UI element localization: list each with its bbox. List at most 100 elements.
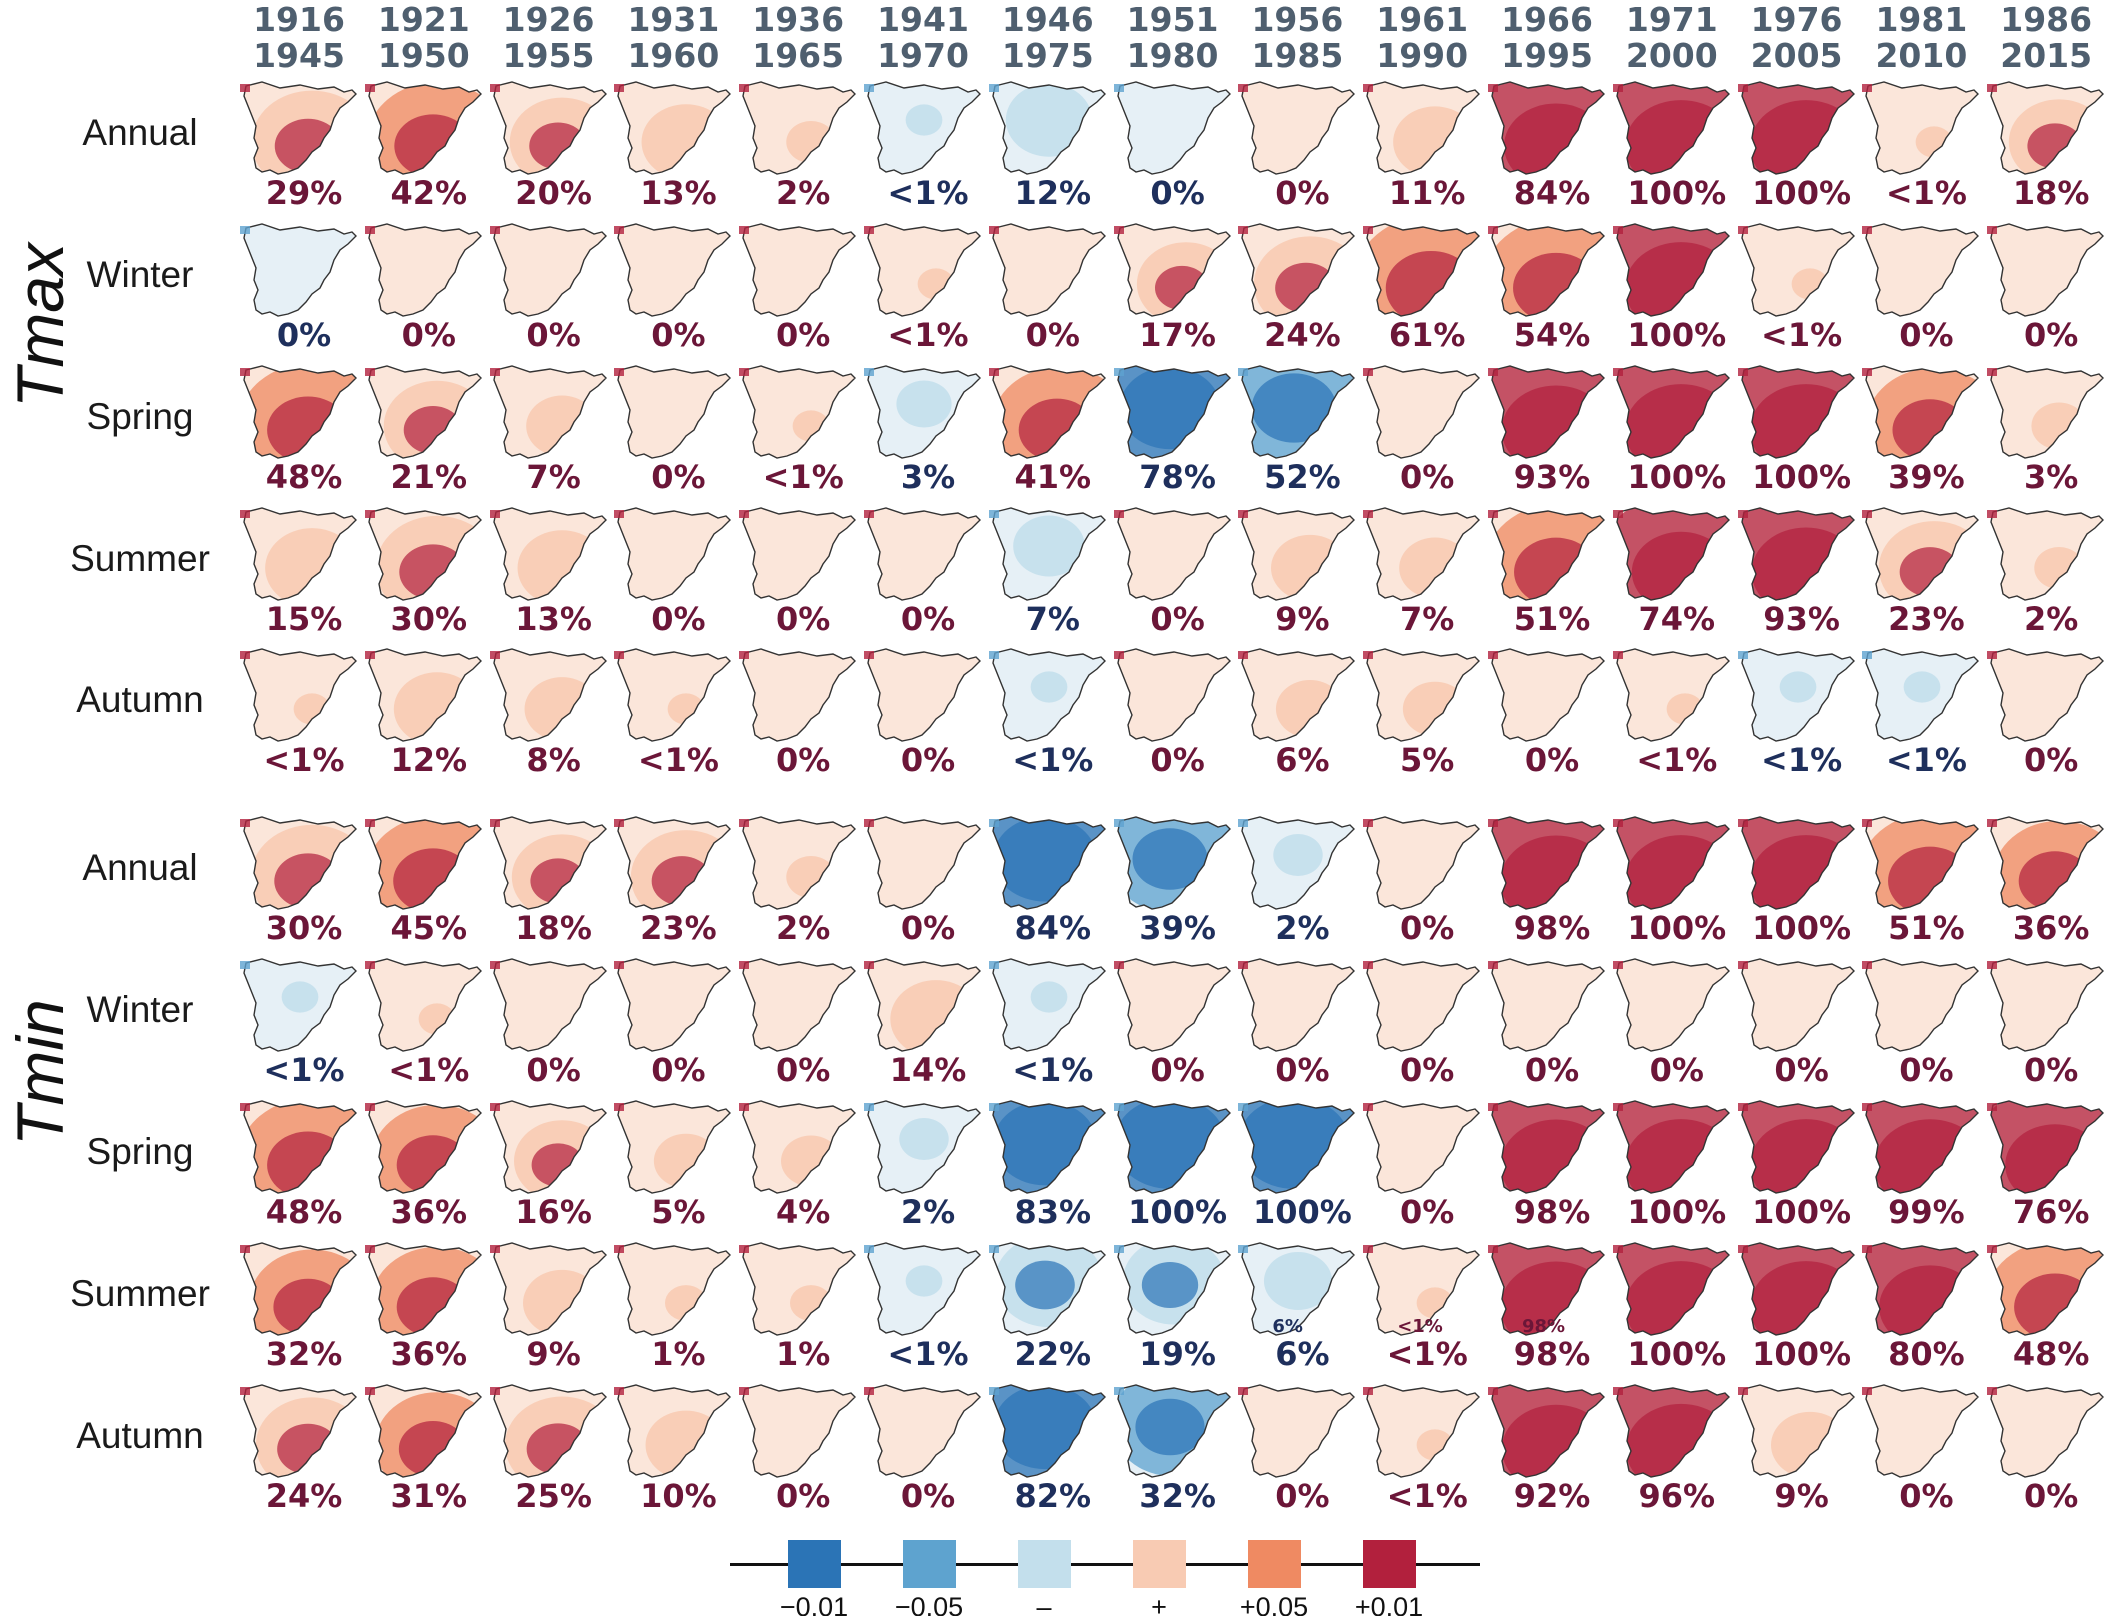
map-corner-patch [614,1245,625,1253]
map-base-fill [1616,959,1729,1051]
significance-core [1275,262,1338,314]
significance-area [1005,83,1092,157]
area-percentage: 0% [651,458,706,496]
map-outline [617,81,732,175]
period-start: 1931 [627,0,720,39]
area-percentage: 36% [390,1193,468,1231]
map-corner-patch [614,510,625,518]
map-outline [617,223,732,317]
map-corner-patch [1363,226,1374,234]
area-percentage: 20% [515,174,592,212]
area-percentage: 31% [390,1477,468,1515]
map-outline [1990,816,2105,910]
significance-core [1900,547,1961,597]
area-percentage: 0% [900,741,956,779]
spain-map [1862,1242,1980,1336]
spain-map [988,648,1106,742]
area-percentage: 32% [265,1335,343,1373]
area-percentage: 100% [1627,316,1727,354]
map-corner-patch [364,819,375,827]
map-outline [1990,1242,2105,1336]
area-percentage: 39% [1888,458,1965,496]
map-outline [1491,816,1605,910]
area-percentage: 0% [2024,741,2079,779]
map-outline [1740,365,1855,459]
area-percentage: 61% [1388,316,1466,354]
map-corner-patch [364,1103,375,1111]
legend-label: + [1151,1592,1167,1616]
area-percentage: 93% [1763,600,1840,638]
map-outline [243,816,357,910]
spain-map [1113,365,1231,459]
significance-core [1252,373,1337,443]
area-percentage: 0% [1275,1477,1330,1515]
spain-map [1238,507,1356,601]
spain-map [739,81,857,175]
map-outline [617,1384,732,1478]
map-outline [867,365,981,459]
area-percentage: 19% [1139,1335,1216,1373]
period-label: 1966 1995 [1492,2,1602,74]
map-base-fill [743,959,856,1051]
spain-map [1238,1242,1356,1336]
map-outline [1241,81,1356,175]
map-outline [243,507,357,601]
area-percentage: 15% [265,600,343,638]
map-outline [1241,223,1356,317]
variable-label: Tmin [3,999,77,1146]
map-outline [1241,816,1356,910]
significance-core [1141,1261,1198,1309]
map-outline [492,1242,607,1336]
area-percentage: 2% [776,909,831,947]
significance-core [1119,366,1220,450]
period-label: 1956 1985 [1242,2,1352,74]
spain-map [1488,81,1605,175]
map-outline [368,365,482,459]
area-percentage: 82% [1014,1477,1092,1515]
map-corner-patch [988,651,999,659]
spain-map [1363,1242,1481,1336]
area-percentage: 0% [651,600,706,638]
map-outline [1116,1100,1231,1194]
period-start: 1921 [377,0,470,39]
season-label: Spring [86,396,194,437]
area-percentage: <1% [1012,1051,1094,1089]
period-start: 1951 [1126,0,1219,39]
area-percentage: 2% [776,174,831,212]
map-corner-patch [614,1387,625,1395]
period-end: 2010 [1875,36,1968,75]
legend-swatch [903,1540,956,1588]
map-corner-patch [1363,961,1374,969]
map-corner-patch [1862,961,1873,969]
map-outline [1491,1242,1605,1336]
area-percentage: 0% [1150,174,1205,212]
spain-map [1113,816,1231,910]
spain-map [864,648,981,742]
map-corner-patch [1612,961,1623,969]
spain-map [1612,1242,1730,1336]
map-outline [1366,1384,1481,1478]
map-corner-patch [1612,651,1623,659]
spain-map [364,1384,482,1478]
significance-core [531,1143,584,1187]
area-percentage: 36% [390,1335,468,1373]
area-percentage: 0% [276,316,332,354]
spain-map [739,507,857,601]
map-corner-patch [739,84,750,92]
map-corner-patch [1737,819,1748,827]
map-outline [243,365,357,459]
significance-core [1892,399,1968,458]
spain-map [1113,648,1231,742]
map-outline [368,223,482,317]
spain-map [1113,223,1231,317]
spain-map [614,1100,732,1194]
area-percentage: 78% [1139,458,1216,496]
spain-map [364,816,482,910]
map-corner-patch [864,1245,874,1253]
map-outline [1366,365,1481,459]
map-outline [368,1100,482,1194]
area-percentage: <1% [887,1335,969,1373]
map-outline [1865,1100,1980,1194]
map-outline [1116,816,1231,910]
spain-map [1113,81,1231,175]
